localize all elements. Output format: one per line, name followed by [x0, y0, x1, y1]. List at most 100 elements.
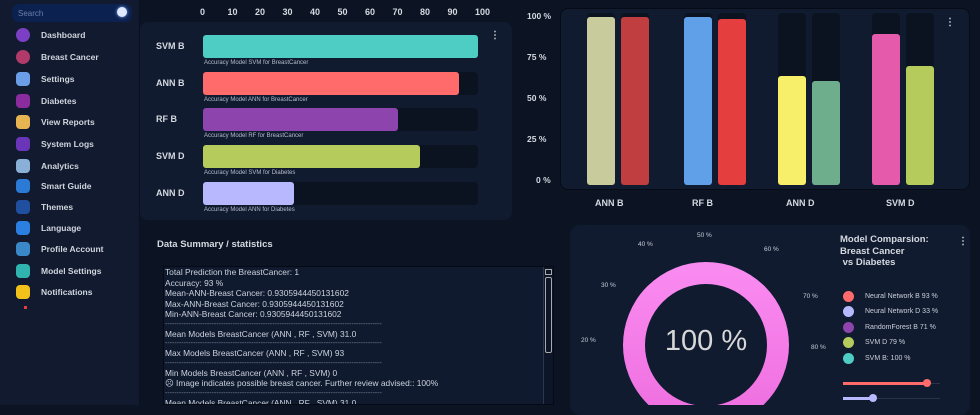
chart-menu-icon[interactable]: ⋮	[958, 236, 968, 247]
bar-caption: Accuracy Model ANN for BreastCancer	[204, 97, 308, 103]
report-icon	[16, 115, 30, 129]
search-input[interactable]: Search	[12, 4, 132, 22]
y-category-label: SVM D	[156, 151, 185, 161]
bar	[872, 33, 900, 185]
separator: ----------------------------------------…	[165, 359, 382, 367]
scroll-up-button[interactable]	[545, 269, 552, 275]
bar-track	[203, 35, 478, 58]
chart-menu-icon[interactable]: ⋮	[945, 17, 955, 28]
themes-icon	[16, 200, 30, 214]
gauge-scale-label: 40 %	[638, 241, 653, 248]
sidebar-item-label: System Logs	[41, 139, 94, 149]
sidebar-item-language[interactable]: Language	[16, 220, 81, 236]
analytics-icon	[16, 159, 30, 173]
bar-caption: Accuracy Model SVM for Diabetes	[204, 170, 296, 176]
sidebar-item-themes[interactable]: Themes	[16, 199, 73, 215]
ribbon-icon	[16, 50, 30, 64]
search-icon[interactable]	[117, 7, 127, 17]
summary-line: Mean Models BreastCancer (ANN , RF , SVM…	[165, 397, 357, 405]
x-tick-label: 30	[282, 7, 293, 17]
bar-track	[718, 13, 746, 185]
chart-menu-icon[interactable]: ⋮	[490, 30, 500, 41]
guide-icon	[16, 179, 30, 193]
sidebar-item-view-reports[interactable]: View Reports	[16, 114, 95, 130]
sidebar-item-smart-guide[interactable]: Smart Guide	[16, 178, 92, 194]
sidebar-item-label: Settings	[41, 74, 75, 84]
sidebar-item-label: View Reports	[41, 117, 95, 127]
sidebar-item-label: Language	[41, 223, 82, 233]
sidebar-item-label: Dashboard	[41, 30, 86, 40]
sidebar-item-system-logs[interactable]: System Logs	[16, 136, 94, 152]
sidebar-item-breast-cancer[interactable]: Breast Cancer	[16, 49, 99, 65]
separator: ----------------------------------------…	[165, 389, 382, 397]
x-tick-label: 20	[255, 7, 266, 17]
legend-dot	[843, 337, 854, 348]
scrollbar[interactable]	[543, 267, 553, 404]
sidebar-item-settings[interactable]: Settings	[16, 71, 75, 87]
bar	[906, 65, 934, 185]
bar	[778, 75, 806, 185]
bar-track	[203, 72, 478, 95]
x-tick-label: 100	[475, 7, 491, 17]
legend-item[interactable]: Neural Network D 33 %	[843, 306, 938, 318]
legend-item[interactable]: SVM B: 100 %	[843, 352, 911, 364]
summary-line: Max Models BreastCancer (ANN , RF , SVM)…	[165, 348, 345, 358]
sidebar-item-analytics[interactable]: Analytics	[16, 158, 79, 174]
x-category-label: ANN D	[786, 198, 815, 208]
x-category-label: ANN B	[595, 198, 624, 208]
bar-track	[872, 13, 900, 185]
bar	[812, 80, 840, 185]
y-tick-label: 100 %	[527, 11, 552, 21]
x-tick-label: 80	[420, 7, 431, 17]
legend-label: Neural Network B 93 %	[865, 292, 938, 300]
sidebar-item-label: Diabetes	[41, 96, 77, 106]
slider-handle[interactable]	[922, 379, 931, 387]
sidebar-item-model-settings[interactable]: Model Settings	[16, 263, 101, 279]
y-tick-label: 50 %	[527, 93, 547, 103]
radial-gauge	[623, 262, 789, 405]
bar	[203, 145, 421, 168]
summary-line: Total Prediction the BreastCancer: 1	[165, 267, 300, 277]
legend-item[interactable]: Neural Network B 93 %	[843, 290, 938, 302]
bar-caption: Accuracy Model RF for BreastCancer	[204, 133, 304, 139]
x-tick-label: 70	[392, 7, 403, 17]
bar	[718, 18, 746, 185]
legend-item[interactable]: SVM D 79 %	[843, 337, 905, 349]
summary-line: Min Models BreastCancer (ANN , RF , SVM)…	[165, 367, 338, 378]
sidebar-item-profile-account[interactable]: Profile Account	[16, 241, 104, 257]
separator: ----------------------------------------…	[165, 340, 382, 347]
x-tick-label: 40	[310, 7, 321, 17]
legend-item[interactable]: RandomForest B 71 %	[843, 321, 936, 333]
separator: ----------------------------------------…	[165, 320, 382, 328]
bar-track	[621, 13, 649, 185]
bar	[203, 108, 399, 131]
y-tick-label: 25 %	[527, 134, 547, 144]
gear-icon	[16, 72, 30, 86]
bar	[587, 17, 615, 185]
bar	[203, 72, 459, 95]
summary-line: Accuracy: 93 %	[165, 277, 224, 288]
gauge-scale-label: 60 %	[764, 246, 779, 253]
sidebar-item-label: Profile Account	[41, 244, 104, 254]
sidebar-item-label: Breast Cancer	[41, 52, 99, 62]
sidebar-item-dashboard[interactable]: Dashboard	[16, 27, 85, 43]
legend-dot	[843, 321, 854, 333]
summary-textbox[interactable]: Total Prediction the BreastCancer: 1 Accu…	[163, 266, 554, 405]
scrollbar-thumb[interactable]	[545, 277, 552, 353]
model-settings-icon	[16, 264, 30, 278]
summary-line: Mean Models BreastCancer (ANN , RF , SVM…	[165, 328, 357, 339]
sidebar-item-diabetes[interactable]: Diabetes	[16, 93, 76, 109]
slider-handle[interactable]	[868, 394, 877, 402]
sidebar-item-label: Smart Guide	[41, 181, 92, 191]
y-tick-label: 0 %	[536, 175, 551, 185]
gauge-ring	[623, 262, 789, 405]
sidebar-item-notifications[interactable]: Notifications	[16, 284, 92, 300]
gauge-title: Model Comparsion: Breast Cancer vs Diabe…	[840, 234, 929, 268]
bell-icon	[16, 285, 30, 299]
bar-caption: Accuracy Model ANN for Diabetes	[204, 207, 295, 213]
sidebar-item-label: Model Settings	[41, 266, 102, 276]
y-category-label: ANN B	[156, 78, 185, 88]
notification-dot	[24, 306, 27, 309]
gauge-scale-label: 80 %	[811, 344, 826, 351]
legend-dot	[843, 352, 854, 364]
